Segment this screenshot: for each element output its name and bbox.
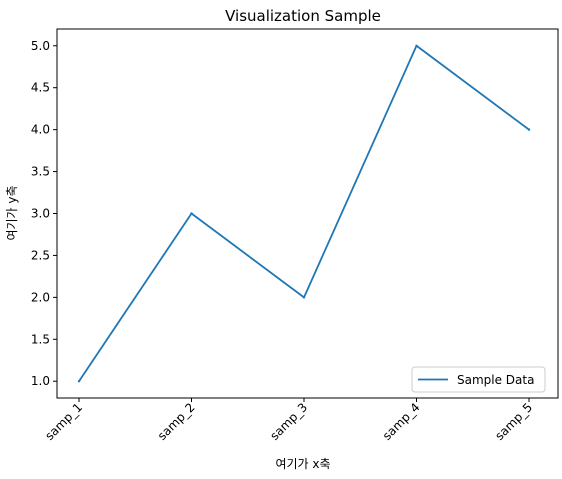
y-tick-label: 4.5 xyxy=(31,81,50,95)
data-point xyxy=(415,44,418,47)
x-axis-label: 여기가 x축 xyxy=(275,457,330,471)
y-tick-label: 4.0 xyxy=(31,123,50,137)
chart-title: Visualization Sample xyxy=(225,7,381,25)
legend-label-sample-data: Sample Data xyxy=(457,373,534,387)
data-point xyxy=(527,128,531,131)
y-axis: 1.0 1.5 2.0 2.5 3.0 3.5 4.0 4.5 5.0 xyxy=(31,39,57,388)
y-tick-label: 1.5 xyxy=(31,332,50,346)
y-tick-label: 2.0 xyxy=(31,290,50,304)
y-tick-label: 3.5 xyxy=(31,165,50,179)
y-tick-label: 3.0 xyxy=(31,207,50,221)
plot-area xyxy=(56,28,559,399)
y-axis-label: 여기가 y축 xyxy=(5,185,19,240)
legend: Sample Data xyxy=(411,366,546,393)
data-point xyxy=(302,296,306,299)
legend-box xyxy=(411,366,546,393)
y-tick-label: 1.0 xyxy=(31,374,50,388)
y-tick-label: 5.0 xyxy=(31,39,50,53)
data-point xyxy=(77,380,81,383)
y-tick-label: 2.5 xyxy=(31,248,50,262)
data-point xyxy=(190,212,193,215)
